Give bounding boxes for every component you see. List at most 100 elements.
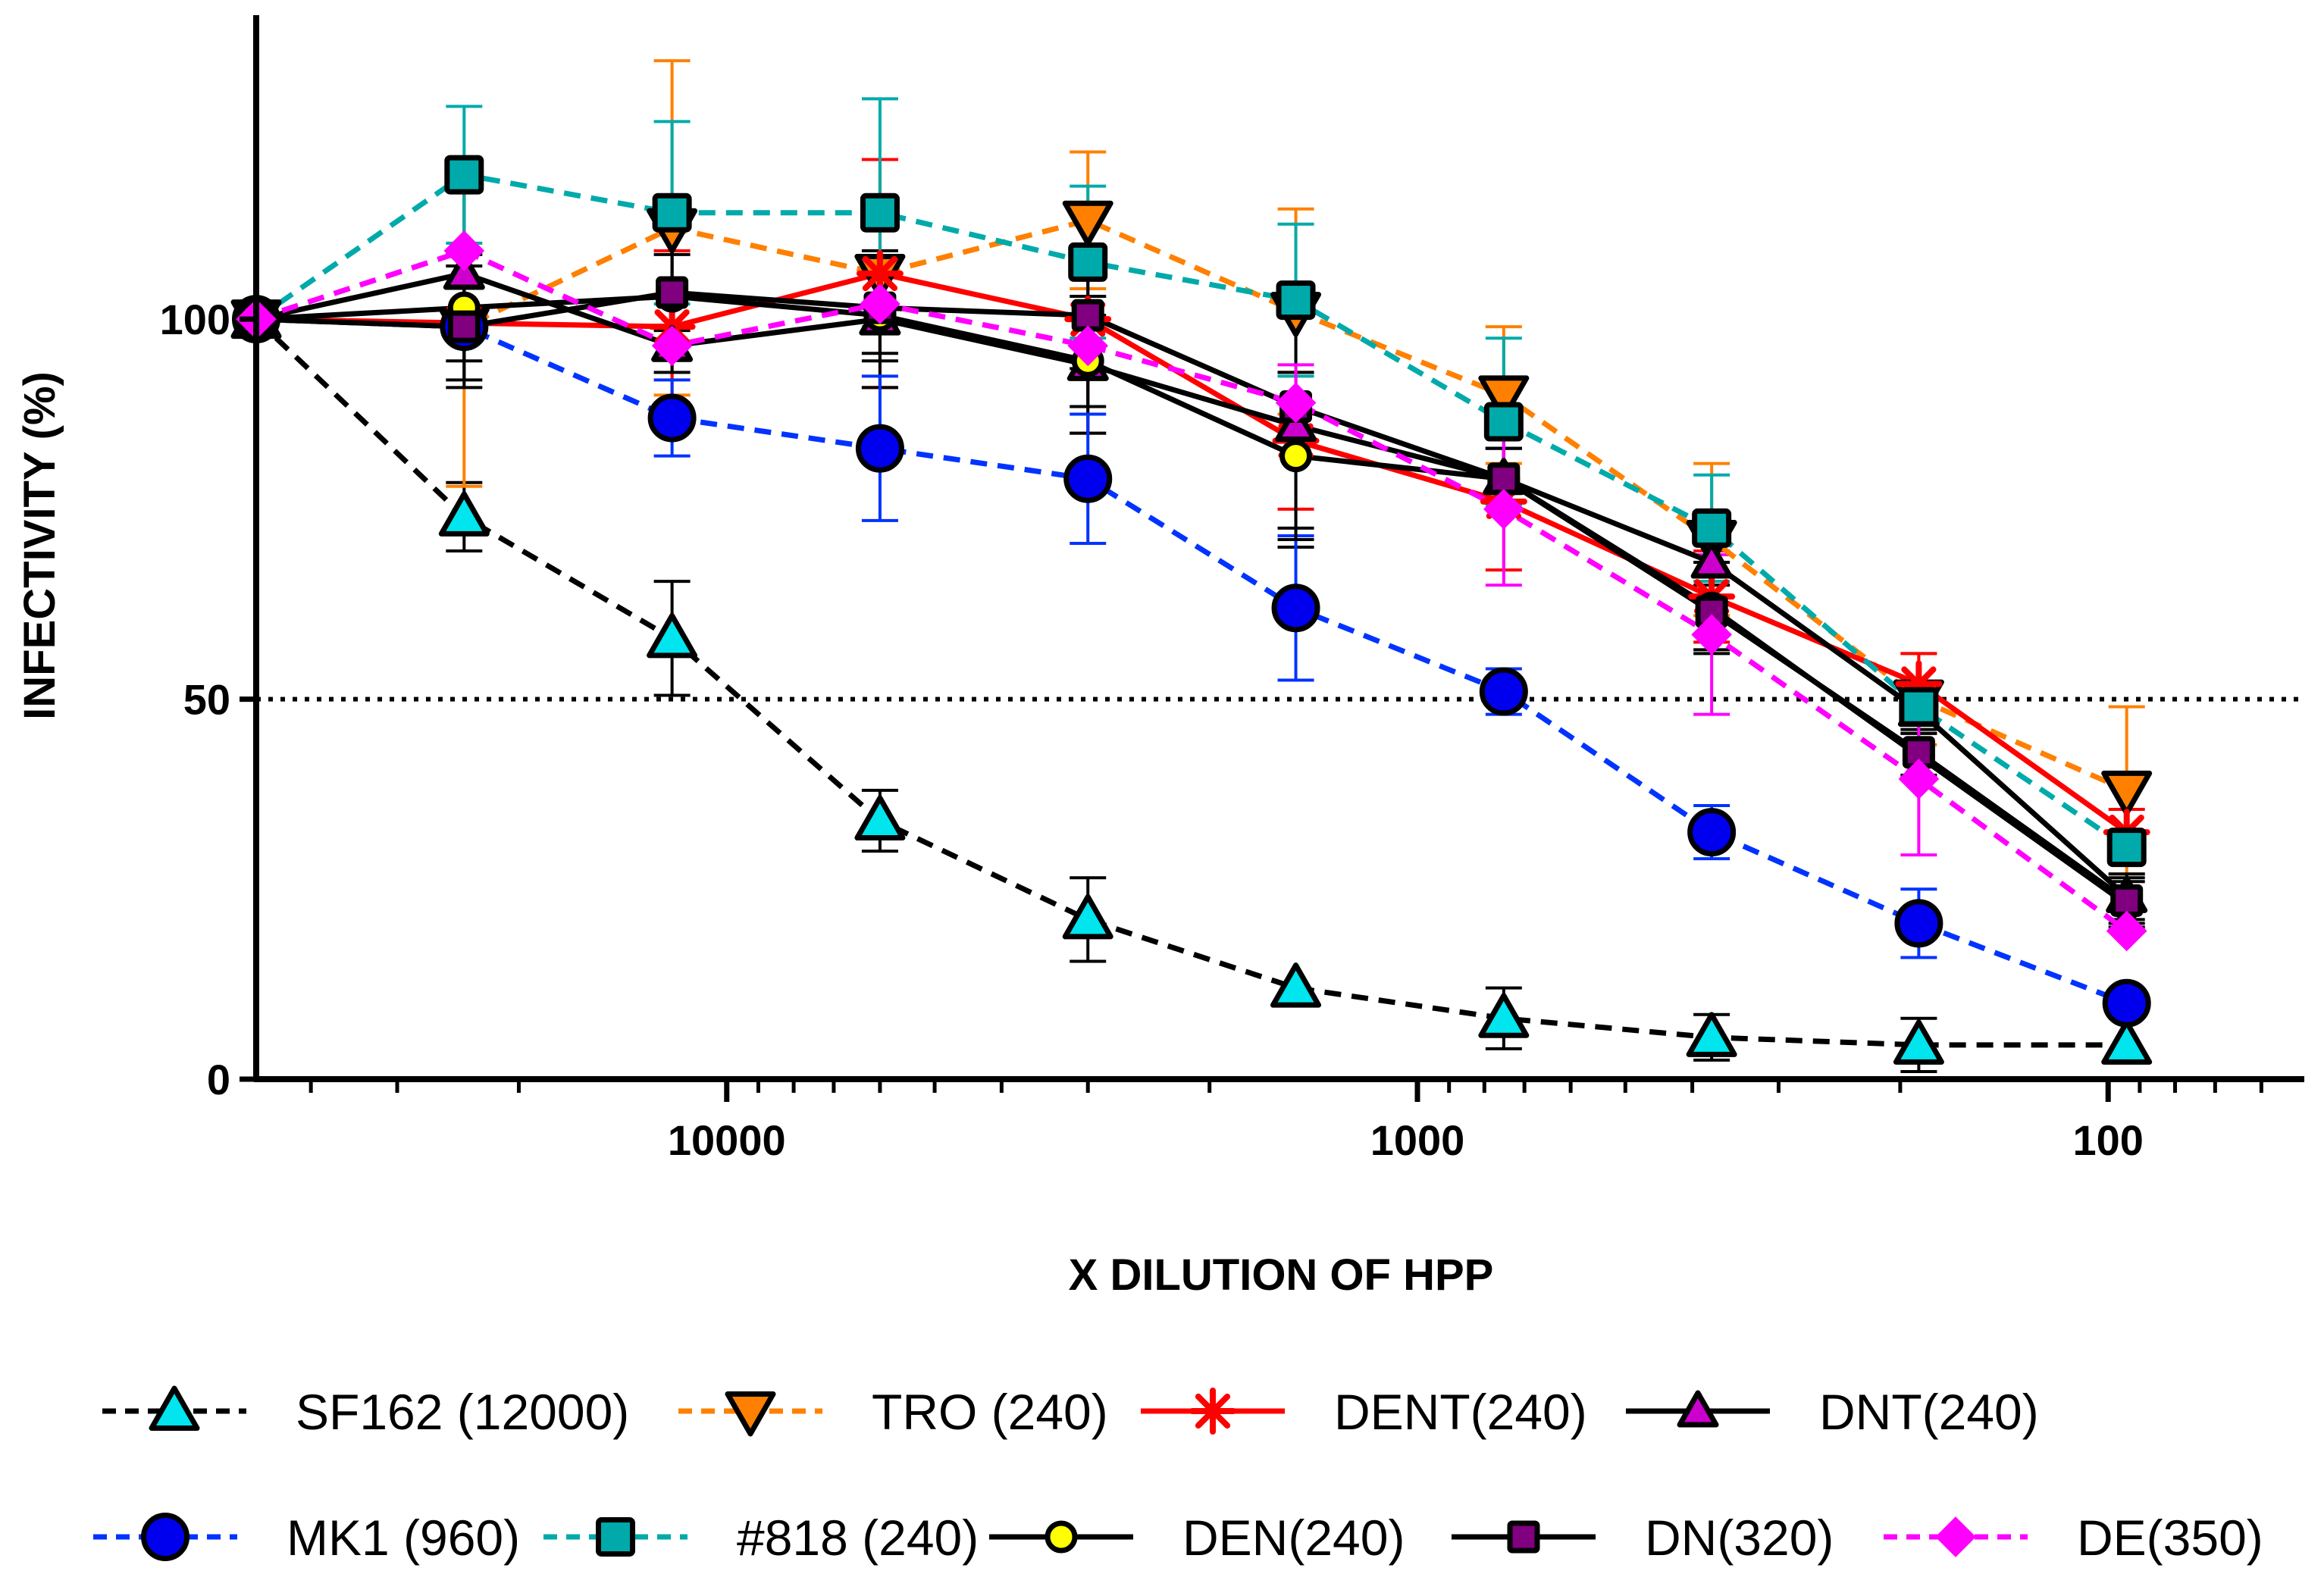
circle-marker (2102, 978, 2151, 1028)
triangle-marker (1270, 962, 1322, 1008)
small-square-marker (1487, 462, 1521, 496)
axes: 0 50 100 10000 1000 100 (160, 15, 2304, 1164)
legend-item: SF162 (12000) (102, 1384, 629, 1440)
square-marker (1483, 402, 1524, 442)
y-tick-label: 50 (183, 676, 230, 724)
inverted-triangle-marker (2101, 770, 2153, 816)
series-line (255, 248, 2128, 934)
triangle-marker (647, 612, 698, 659)
legend-item: MK1 (960) (93, 1510, 520, 1566)
series-line (255, 271, 2128, 834)
diamond-marker (1898, 759, 1940, 800)
y-tick-label: 100 (160, 296, 230, 343)
x-tick-label: 10000 (668, 1116, 786, 1164)
small-square-marker (1507, 1520, 1540, 1554)
series-line (254, 317, 2127, 1048)
small-square-marker (447, 310, 481, 343)
triangle-marker (1478, 993, 1530, 1038)
series-line (255, 172, 2128, 850)
square-marker (1276, 280, 1316, 321)
diamond-marker (1691, 614, 1732, 656)
diamond-marker (1483, 489, 1524, 530)
legend-item: DEN(240) (989, 1510, 1405, 1566)
triangle-marker (1062, 893, 1113, 940)
diamond-marker (1067, 325, 1109, 367)
legend: SF162 (12000) TRO (240) DENT(240) DNT(240) M… (93, 1384, 2263, 1566)
x-tick-label: 1000 (1370, 1116, 1465, 1164)
small-circle-marker (1279, 440, 1313, 473)
small-triangle-marker (1677, 1390, 1719, 1428)
asterisk-stroke (1195, 1393, 1231, 1429)
circle-marker (855, 424, 904, 473)
square-marker (444, 155, 484, 195)
legend-label: MK1 (960) (287, 1510, 520, 1566)
asterisk-marker (1189, 1388, 1236, 1435)
circle-marker (647, 393, 697, 443)
circle-marker (141, 1513, 189, 1561)
small-square-marker (1071, 299, 1104, 332)
square-marker (1692, 508, 1732, 548)
x-tick-label: 100 (2072, 1116, 2143, 1164)
asterisk-stroke (862, 255, 898, 292)
legend-label: SF162 (12000) (296, 1384, 629, 1440)
y-tick-label: 0 (207, 1056, 230, 1103)
small-triangle-marker (443, 252, 485, 290)
triangle-marker (438, 491, 490, 537)
diamond-marker (2106, 910, 2147, 952)
series-markers (236, 230, 2147, 952)
legend-item: TRO (240) (678, 1384, 1108, 1440)
legend-item: DE(350) (1884, 1510, 2263, 1566)
circle-marker (1063, 454, 1113, 503)
series-markers (230, 293, 2153, 1065)
inverted-triangle-marker (1062, 200, 1113, 246)
triangle-marker (1893, 1019, 1944, 1065)
square-marker (2106, 828, 2147, 868)
y-axis-label: INFECTIVITY (%) (15, 371, 64, 720)
legend-label: DEN(240) (1182, 1510, 1405, 1566)
circle-marker (1479, 667, 1528, 716)
square-marker (860, 192, 900, 233)
diamond-marker (651, 325, 693, 367)
legend-item: #818 (240) (543, 1510, 979, 1566)
series-line (255, 293, 2128, 907)
legend-item: DN(320) (1452, 1510, 1834, 1566)
inverted-triangle-marker (1478, 375, 1530, 421)
small-square-marker (656, 276, 689, 309)
series-markers (240, 276, 2144, 917)
small-circle-marker (1045, 1520, 1078, 1554)
small-triangle-marker (1275, 405, 1317, 443)
legend-item: DENT(240) (1141, 1384, 1587, 1440)
legend-label: TRO (240) (872, 1384, 1108, 1440)
triangle-marker (1686, 1012, 1737, 1057)
diamond-marker (1935, 1516, 1976, 1557)
legend-item: DNT(240) (1626, 1384, 2039, 1440)
triangle-marker (854, 795, 906, 841)
circle-marker (1894, 899, 1943, 948)
diamond-marker (1275, 382, 1317, 424)
legend-label: #818 (240) (737, 1510, 979, 1566)
asterisk-marker (856, 249, 904, 297)
diamond-marker (443, 230, 485, 271)
circle-marker (1271, 584, 1320, 633)
legend-label: DN(320) (1645, 1510, 1834, 1566)
x-axis-label: X DILUTION OF HPP (1069, 1250, 1494, 1300)
square-marker (652, 192, 692, 233)
series-line (255, 217, 2128, 793)
series-line (255, 289, 2128, 903)
square-marker (596, 1517, 635, 1557)
series-line (255, 271, 2129, 899)
square-marker (1899, 687, 1939, 727)
triangle-marker (2101, 1019, 2153, 1065)
legend-label: DE(350) (2077, 1510, 2263, 1566)
inverted-triangle-marker (725, 1391, 776, 1437)
circle-marker (1687, 808, 1737, 857)
square-marker (1068, 242, 1108, 282)
triangle-marker (149, 1385, 200, 1431)
small-square-marker (2110, 884, 2144, 917)
diamond-marker (860, 283, 900, 324)
series-markers (236, 155, 2147, 868)
legend-label: DNT(240) (1819, 1384, 2039, 1440)
small-triangle-marker (1690, 541, 1733, 579)
plot-area (230, 59, 2304, 1073)
